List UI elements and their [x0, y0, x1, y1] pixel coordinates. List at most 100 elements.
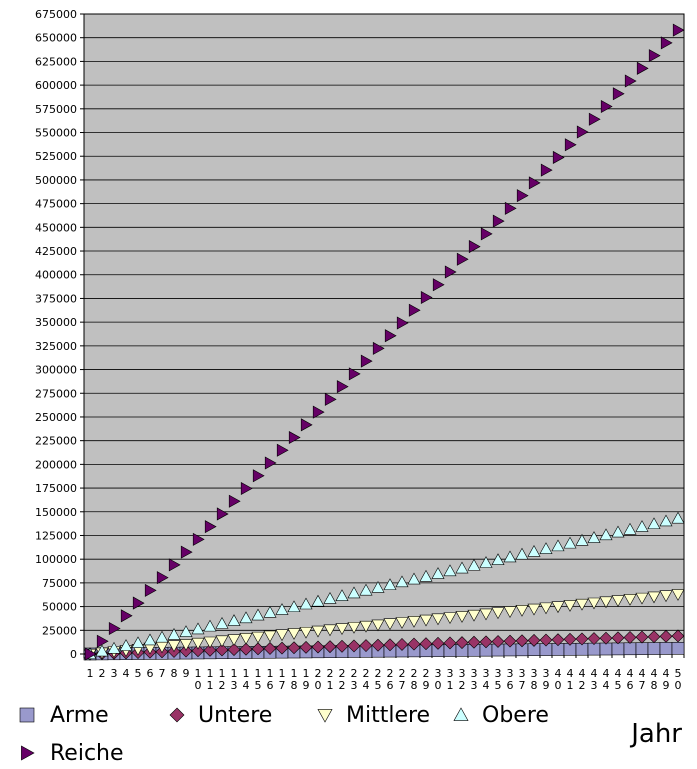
- data-point: [371, 638, 385, 652]
- data-point: [359, 620, 373, 633]
- data-point: [479, 608, 493, 621]
- y-tick-label: 375000: [35, 292, 77, 305]
- data-point: [252, 469, 265, 483]
- data-point: [503, 634, 517, 648]
- data-point: [443, 564, 457, 577]
- series-obere: [83, 511, 685, 660]
- legend-item-untere: Untere: [169, 703, 272, 728]
- y-tick-label: 625000: [35, 55, 77, 68]
- data-point: [203, 619, 217, 632]
- data-point: [467, 609, 481, 622]
- data-point: [383, 618, 397, 631]
- data-point: [347, 622, 361, 634]
- data-point: [251, 642, 265, 656]
- data-point: [251, 631, 265, 644]
- y-tick-label: 425000: [35, 245, 77, 258]
- data-point: [107, 641, 121, 654]
- data-point: [503, 606, 517, 618]
- legend-item-mittlere: Mittlere: [317, 703, 430, 728]
- legend-label: Reiche: [50, 741, 124, 766]
- data-point: [539, 542, 553, 554]
- data-point: [659, 590, 673, 603]
- legend: Arme Untere Mittlere Obere Reiche: [19, 703, 549, 766]
- y-tick-label: 500000: [35, 174, 77, 187]
- legend-item-obere: Obere: [453, 703, 549, 728]
- data-point: [335, 623, 349, 636]
- data-point: [647, 517, 661, 530]
- data-point: [371, 580, 385, 593]
- y-tick-label: 525000: [35, 150, 77, 163]
- data-point: [264, 456, 277, 470]
- legend-marker: [21, 745, 35, 761]
- data-point: [588, 112, 601, 126]
- data-point: [287, 628, 301, 640]
- data-point: [96, 634, 109, 648]
- data-point: [155, 630, 169, 643]
- data-point: [383, 578, 397, 590]
- data-point: [515, 634, 529, 648]
- data-point: [635, 630, 649, 644]
- data-point: [527, 633, 541, 647]
- y-tick-label: 475000: [35, 198, 77, 211]
- data-point: [108, 622, 121, 636]
- data-point: [612, 87, 625, 101]
- plot-area: [83, 13, 685, 655]
- data-point: [275, 641, 289, 655]
- data-point: [119, 639, 133, 651]
- data-point: [324, 392, 337, 406]
- data-point: [395, 638, 409, 651]
- data-point: [431, 613, 445, 626]
- data-point: [120, 609, 133, 623]
- data-point: [599, 528, 613, 541]
- data-point: [623, 631, 637, 644]
- data-point: [396, 316, 409, 330]
- data-point: [84, 647, 97, 661]
- data-point: [192, 532, 205, 546]
- data-point: [311, 640, 325, 654]
- y-tick-label: 450000: [35, 221, 77, 234]
- legend-marker: [317, 709, 333, 723]
- legend-marker: [453, 707, 469, 721]
- x-tick-label: 6: [147, 667, 154, 680]
- data-point: [407, 637, 421, 651]
- legend-marker: [19, 707, 35, 723]
- data-point: [180, 545, 193, 559]
- data-point: [563, 632, 577, 646]
- data-point: [179, 644, 193, 658]
- data-point: [432, 278, 445, 292]
- data-point: [648, 49, 661, 63]
- legend-label: Mittlere: [346, 703, 430, 728]
- y-tick-label: 400000: [35, 269, 77, 282]
- data-point: [335, 589, 349, 601]
- data-point: [659, 629, 673, 643]
- data-point: [215, 616, 229, 629]
- data-point: [419, 614, 433, 627]
- data-point: [575, 533, 589, 546]
- data-point: [215, 635, 229, 648]
- data-point: [300, 418, 313, 432]
- data-point: [312, 405, 325, 419]
- data-point: [167, 640, 181, 653]
- data-point: [239, 633, 253, 645]
- data-point: [287, 600, 301, 613]
- data-point: [191, 622, 205, 635]
- data-point: [227, 614, 241, 626]
